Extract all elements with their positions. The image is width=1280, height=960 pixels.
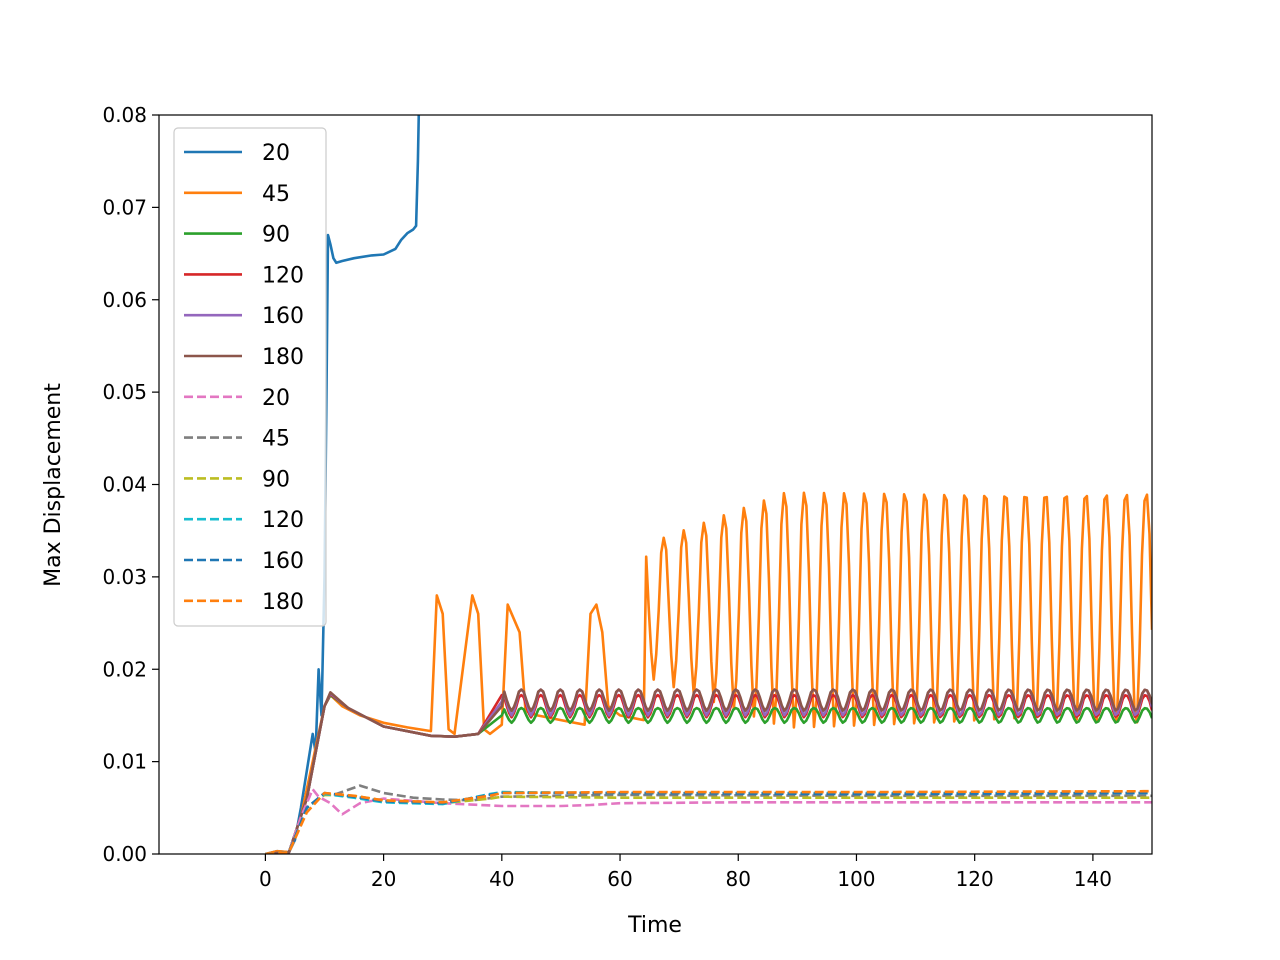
x-tick-label: 120 bbox=[956, 867, 994, 891]
y-tick-label: 0.05 bbox=[102, 380, 147, 404]
x-axis-label: Time bbox=[627, 913, 682, 938]
series-line-dashed-180 bbox=[265, 789, 1152, 854]
legend-label: 180 bbox=[262, 345, 304, 370]
y-axis-label: Max Displacement bbox=[41, 383, 66, 587]
x-tick-label: 60 bbox=[607, 867, 632, 891]
x-axis-ticks: 0 20 40 60 80 100 120 140 bbox=[259, 854, 1112, 891]
legend-label: 180 bbox=[262, 590, 304, 615]
y-tick-label: 0.01 bbox=[102, 750, 147, 774]
x-tick-label: 0 bbox=[259, 867, 272, 891]
y-tick-label: 0.08 bbox=[102, 103, 147, 127]
x-tick-label: 40 bbox=[489, 867, 514, 891]
legend-frame bbox=[173, 127, 327, 627]
y-tick-label: 0.06 bbox=[102, 288, 147, 312]
legend-label: 20 bbox=[262, 141, 290, 166]
series-layer bbox=[265, 115, 1152, 854]
legend-label: 120 bbox=[262, 263, 304, 288]
x-tick-label: 20 bbox=[371, 867, 396, 891]
legend-label: 160 bbox=[262, 549, 304, 574]
series-line-solid-180 bbox=[265, 688, 1152, 854]
series-line-dashed-20 bbox=[265, 788, 1152, 854]
legend-label: 20 bbox=[262, 386, 290, 411]
x-tick-label: 80 bbox=[726, 867, 751, 891]
x-tick-label: 100 bbox=[837, 867, 875, 891]
legend-label: 160 bbox=[262, 304, 304, 329]
legend-label: 90 bbox=[262, 223, 290, 248]
y-tick-label: 0.00 bbox=[102, 842, 147, 866]
y-tick-label: 0.02 bbox=[102, 657, 147, 681]
y-axis-ticks: 0.00 0.01 0.02 0.03 0.04 0.05 0.06 0.07 0.08 bbox=[102, 103, 159, 866]
y-tick-label: 0.07 bbox=[102, 195, 147, 219]
series-line-solid-20 bbox=[265, 115, 421, 854]
legend-label: 120 bbox=[262, 508, 304, 533]
legend: 20 45 90 120 160 180 20 45 90 120 160 180 bbox=[173, 127, 327, 627]
series-line-solid-90 bbox=[265, 693, 1152, 854]
x-tick-label: 140 bbox=[1074, 867, 1112, 891]
y-tick-label: 0.04 bbox=[102, 473, 147, 497]
legend-label: 45 bbox=[262, 182, 290, 207]
legend-label: 45 bbox=[262, 427, 290, 452]
y-tick-label: 0.03 bbox=[102, 565, 147, 589]
series-line-dashed-45 bbox=[265, 784, 1152, 854]
legend-label: 90 bbox=[262, 467, 290, 492]
series-line-solid-120 bbox=[265, 692, 1152, 854]
